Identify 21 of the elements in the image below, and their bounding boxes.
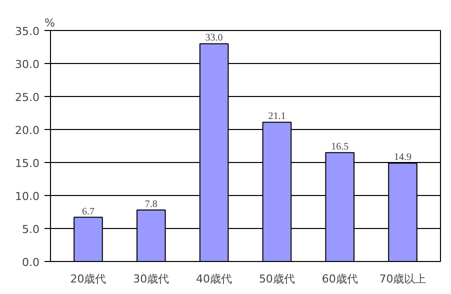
x-tick-label: 50歳代 — [258, 272, 295, 286]
data-label: 21.1 — [268, 111, 286, 122]
x-tick-label: 40歳代 — [196, 272, 232, 286]
data-label: 7.8 — [144, 199, 158, 210]
x-tick-label: 30歳代 — [133, 272, 170, 286]
y-tick-label: 20.0 — [15, 124, 40, 137]
y-tick-label: 35.0 — [15, 25, 40, 38]
x-tick-label: 20歳代 — [70, 272, 106, 286]
y-axis-title: % — [44, 16, 55, 30]
y-tick-label: 30.0 — [15, 58, 40, 71]
x-tick-label: 60歳代 — [322, 272, 358, 286]
data-label: 33.0 — [205, 32, 223, 44]
y-tick-label: 15.0 — [15, 157, 40, 170]
x-tick-label: 70歳以上 — [379, 272, 426, 286]
y-tick-label: 25.0 — [15, 91, 40, 104]
y-tick-label: 0.0 — [22, 256, 40, 269]
data-label: 16.5 — [331, 142, 349, 153]
y-tick-label: 10.0 — [15, 190, 40, 203]
data-label: 14.9 — [394, 152, 412, 164]
data-label: 6.7 — [82, 206, 94, 218]
y-tick-label: 5.0 — [22, 223, 40, 236]
